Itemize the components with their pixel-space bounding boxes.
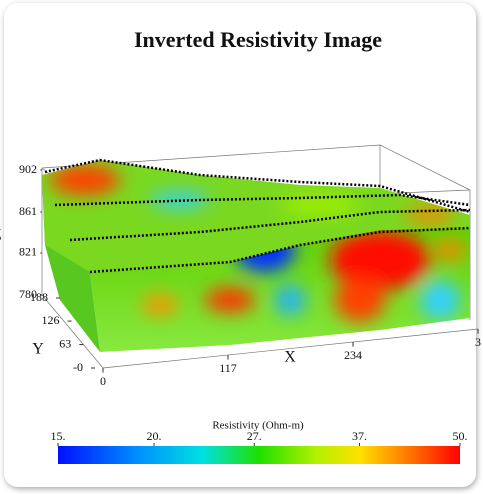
y-tick-label: 63 bbox=[59, 336, 71, 350]
colorbar-tick-label: 15. bbox=[51, 429, 66, 443]
z-tick-label: 821 bbox=[19, 245, 37, 259]
colorbar-tick-label: 20. bbox=[147, 429, 162, 443]
colorbar-tick-label: 50. bbox=[453, 429, 468, 443]
x-tick-label: 234 bbox=[344, 348, 362, 362]
chart-title: Inverted Resistivity Image bbox=[134, 27, 382, 52]
colorbar-tick-label: 27. bbox=[247, 429, 262, 443]
x-tick-label: 0 bbox=[100, 374, 106, 388]
colorbar-tick-label: 37. bbox=[352, 429, 367, 443]
z-tick-label: 780 bbox=[19, 287, 37, 301]
x-axis-title: X bbox=[284, 349, 296, 366]
y-axis-title: Y bbox=[32, 341, 44, 358]
z-axis-title: Z bbox=[0, 227, 2, 244]
x-tick-label: 3 bbox=[475, 335, 481, 349]
z-tick-label: 902 bbox=[19, 162, 37, 176]
colorbar-label: Resistivity (Ohm-m) bbox=[212, 420, 304, 432]
y-tick-label: 188 bbox=[30, 290, 48, 304]
z-tick-label: 861 bbox=[19, 204, 37, 218]
x-tick-label: 117 bbox=[219, 361, 237, 375]
y-tick-label: 126 bbox=[42, 313, 60, 327]
colorbar bbox=[58, 446, 460, 464]
resistivity-block bbox=[42, 158, 471, 352]
y-tick-label: -0 bbox=[73, 360, 83, 374]
